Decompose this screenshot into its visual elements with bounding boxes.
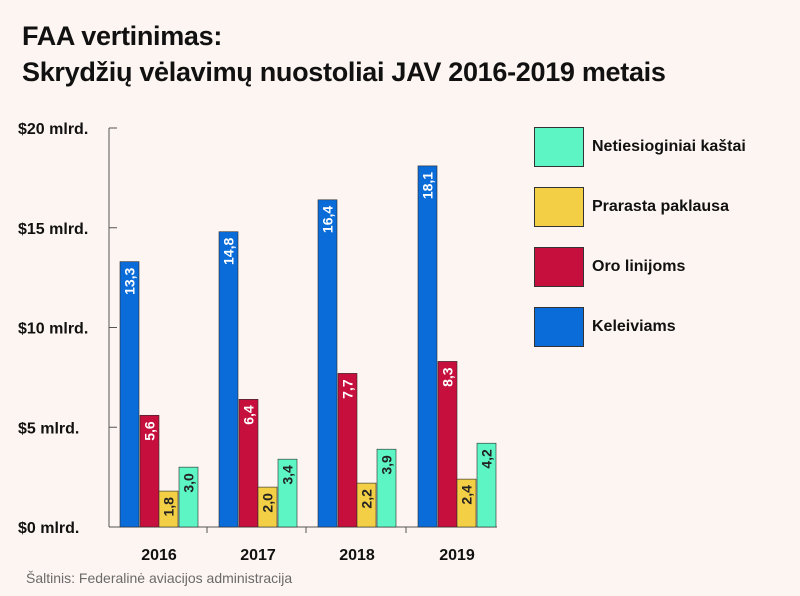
legend-label: Keleiviams (592, 318, 676, 335)
data-label: 3,4 (280, 465, 296, 485)
bar-prarasta-paklausa-2018 (356, 482, 377, 528)
title-line-2: Skrydžių vėlavimų nuostoliai JAV 2016-20… (22, 57, 666, 87)
bar-oro-linijoms-2018 (337, 373, 358, 528)
legend-swatch (534, 307, 584, 347)
bar-keleiviams-2016 (119, 261, 140, 528)
bar-keleiviams-2017 (218, 231, 239, 528)
data-label: 7,7 (340, 379, 356, 399)
bar-oro-linijoms-2016 (139, 414, 160, 528)
bar-oro-linijoms-2019 (437, 361, 458, 528)
y-tick-label: $0 mlrd. (18, 520, 79, 537)
data-label: 3,9 (379, 455, 395, 475)
y-tick-label: $20 mlrd. (18, 121, 88, 138)
data-label: 2,4 (459, 485, 475, 505)
data-label: 5,6 (142, 421, 158, 441)
bar-netiesioginiai-kaštai-2019 (476, 442, 497, 528)
y-tick-label: $10 mlrd. (18, 321, 88, 338)
data-label: 14,8 (221, 238, 237, 265)
source-note: Šaltinis: Federalinė aviacijos administr… (26, 570, 293, 586)
data-label: 2,2 (359, 489, 375, 509)
x-tick-label: 2016 (141, 547, 177, 564)
data-label: 2,0 (260, 493, 276, 513)
title-line-1: FAA vertinimas: (22, 21, 223, 51)
legend-swatch (534, 187, 584, 227)
bar-netiesioginiai-kaštai-2017 (277, 458, 298, 528)
data-label: 16,4 (320, 206, 336, 233)
legend-label: Netiesioginiai kaštai (592, 138, 746, 155)
bar-prarasta-paklausa-2016 (158, 490, 179, 528)
bar-oro-linijoms-2017 (238, 399, 259, 528)
data-label: 3,0 (181, 473, 197, 493)
y-tick-label: $5 mlrd. (18, 420, 79, 437)
data-label: 4,2 (479, 449, 495, 469)
legend-swatch (534, 247, 584, 287)
data-label: 13,3 (122, 267, 138, 294)
bar-netiesioginiai-kaštai-2016 (178, 466, 199, 528)
chart-title: FAA vertinimas: Skrydžių vėlavimų nuosto… (22, 18, 666, 90)
bar-keleiviams-2019 (417, 165, 438, 528)
data-label: 6,4 (241, 405, 257, 425)
bar-netiesioginiai-kaštai-2018 (376, 448, 397, 528)
x-tick-label: 2017 (240, 547, 276, 564)
bar-keleiviams-2018 (317, 199, 338, 528)
legend-label: Oro linijoms (592, 258, 686, 275)
legend-swatch (534, 127, 584, 167)
bar-prarasta-paklausa-2019 (456, 478, 477, 528)
data-label: 8,3 (440, 367, 456, 387)
x-tick-label: 2019 (439, 547, 475, 564)
data-label: 1,8 (161, 497, 177, 517)
y-tick-label: $15 mlrd. (18, 221, 88, 238)
legend-label: Prarasta paklausa (592, 198, 729, 215)
x-tick-label: 2018 (339, 547, 375, 564)
data-label: 18,1 (420, 172, 436, 199)
bar-prarasta-paklausa-2017 (257, 486, 278, 528)
